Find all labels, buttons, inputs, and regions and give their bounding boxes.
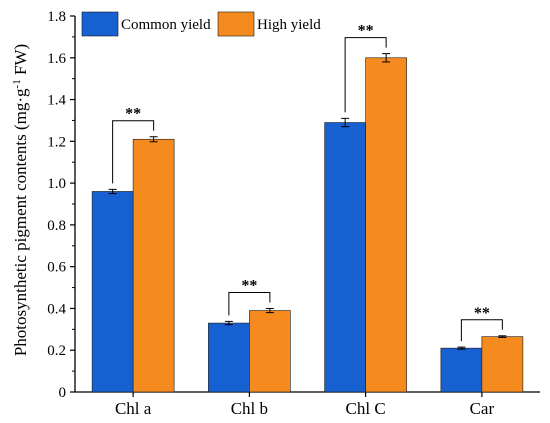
legend-swatch [81, 11, 119, 37]
axes: 0 0.2 0.4 0.6 0.8 1.0 1.2 1.4 1.6 1.8 Chl a Chl b Ch… [47, 9, 540, 418]
bar [440, 347, 483, 393]
legend-label: Common yield [121, 17, 211, 33]
significance-label: ** [358, 23, 374, 40]
legend: Common yield High yield [81, 11, 321, 37]
bars [91, 53, 524, 393]
y-tick-label: 0.2 [47, 343, 66, 359]
bar [481, 336, 524, 393]
y-tick-label: 1.2 [47, 134, 66, 150]
significance-annotations: ** ** ** ** [112, 23, 503, 342]
significance-label: ** [474, 305, 490, 322]
y-tick-label: 1.6 [47, 51, 66, 67]
x-tick-label: Car [470, 399, 495, 418]
significance-bracket [228, 291, 271, 316]
x-tick-label: Chl b [231, 399, 268, 418]
significance-bracket [344, 37, 387, 113]
significance-label: ** [125, 106, 141, 123]
bar [132, 138, 175, 393]
y-tick-label: 0.6 [47, 260, 66, 276]
y-tick-label: 1.0 [47, 176, 66, 192]
bar [324, 122, 366, 393]
y-tick-label: 0 [59, 385, 67, 401]
significance-label: ** [241, 277, 257, 294]
y-tick-label: 1.4 [47, 93, 66, 109]
legend-swatch [217, 11, 255, 37]
legend-label: High yield [257, 17, 321, 33]
y-axis-label: Photosynthetic pigment contents (mg·g-1 … [11, 44, 30, 356]
bar [365, 57, 407, 393]
x-tick-label: Chl a [115, 399, 152, 418]
y-tick-label: 0.4 [47, 301, 66, 317]
bar [249, 310, 291, 393]
significance-bracket [112, 120, 155, 184]
y-tick-label: 0.8 [47, 218, 66, 234]
y-tick-label: 1.8 [47, 9, 66, 25]
bar [208, 322, 250, 393]
significance-bracket [460, 319, 503, 342]
x-tick-label: Chl C [346, 399, 386, 418]
bar [91, 191, 134, 393]
